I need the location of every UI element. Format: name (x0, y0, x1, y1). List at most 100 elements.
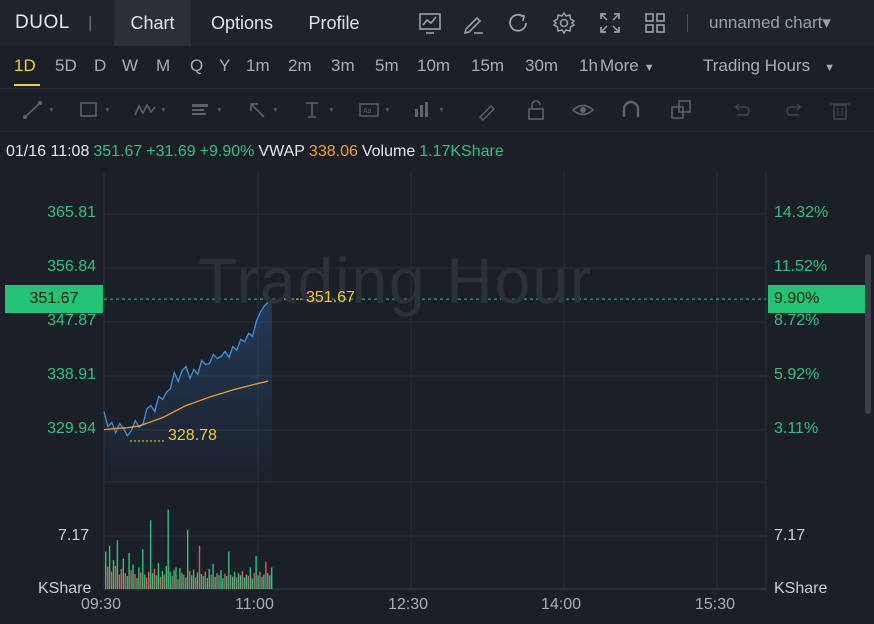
period-1d[interactable]: 1D (14, 56, 36, 75)
measure-icon[interactable] (300, 97, 326, 123)
period-15m[interactable]: 15m (471, 56, 505, 75)
eye-icon[interactable] (570, 97, 596, 123)
x-tick: 12:30 (388, 596, 429, 613)
volume-bar (114, 565, 117, 589)
y-tick-left: 329.94 (47, 420, 96, 437)
y-tick-left: 356.84 (47, 258, 96, 275)
volume-bar (241, 571, 244, 589)
lock-icon[interactable] (523, 97, 549, 123)
volume-bar (122, 558, 124, 589)
more-label: More (600, 56, 639, 75)
volume-bar (251, 578, 253, 589)
volume-bar (226, 576, 228, 589)
y-tick-left: 347.87 (47, 312, 96, 329)
x-tick: 15:30 (695, 596, 736, 613)
volume-bar (151, 573, 154, 589)
price-line (103, 298, 273, 437)
volume-bar (232, 576, 234, 589)
redo-icon[interactable] (782, 97, 808, 123)
volume-bar (134, 573, 136, 589)
volume-bar (146, 577, 148, 589)
active-period-indicator (14, 84, 40, 86)
volume-bar (161, 571, 164, 589)
period-m[interactable]: M (156, 56, 171, 75)
volume-bar (267, 573, 269, 589)
period-5m[interactable]: 5m (375, 56, 399, 75)
volume-bar (210, 574, 212, 589)
volume-bar (269, 575, 271, 589)
undo-icon[interactable] (728, 97, 754, 123)
volume-bar (257, 575, 259, 589)
period-30m[interactable]: 30m (525, 56, 559, 75)
caret-down-icon: ▼ (216, 107, 223, 114)
settings-gear-icon[interactable] (551, 10, 577, 36)
volume-bar (202, 576, 205, 589)
period-3m[interactable]: 3m (331, 56, 355, 75)
period-q[interactable]: Q (190, 56, 204, 75)
volume-bar (261, 576, 263, 589)
volume-bar (263, 574, 265, 589)
period-2m[interactable]: 2m (288, 56, 312, 75)
period-w[interactable]: W (122, 56, 139, 75)
tab-options[interactable]: Options (210, 13, 274, 33)
period-1m[interactable]: 1m (246, 56, 270, 75)
volume-unit-left: KShare (38, 580, 92, 597)
y-tick-right: 5.92% (774, 366, 820, 383)
vertical-scrollbar[interactable] (865, 254, 871, 414)
magnet-icon[interactable] (618, 97, 644, 123)
trash-icon[interactable] (827, 97, 853, 123)
brush-icon[interactable] (474, 97, 500, 123)
volume-bar (140, 572, 142, 589)
volume-bar (183, 574, 185, 589)
rectangle-icon[interactable] (76, 97, 102, 123)
volume-bar (157, 563, 160, 589)
layout-grid-icon[interactable] (642, 10, 668, 36)
volume-bar (235, 577, 238, 589)
svg-text:Aa: Aa (363, 108, 372, 115)
layers-icon[interactable] (668, 97, 694, 123)
trend-line-icon[interactable] (20, 97, 46, 123)
fullscreen-icon[interactable] (597, 10, 623, 36)
volume-bar (159, 576, 162, 589)
refresh-icon[interactable] (505, 10, 531, 36)
caret-down-icon: ▼ (384, 107, 391, 114)
tab-chart[interactable]: Chart (114, 0, 191, 46)
annotation-icon[interactable]: Aa (356, 97, 382, 123)
volume-bar (167, 509, 169, 589)
draw-edit-icon[interactable] (461, 10, 487, 36)
y-tick-right: 11.52% (774, 258, 828, 275)
caret-down-icon: ▼ (272, 107, 279, 114)
period-1h[interactable]: 1h (579, 56, 598, 75)
volume-bar (237, 573, 240, 589)
trading-hours-dropdown[interactable]: Trading Hours ▼ (703, 56, 835, 76)
more-periods-dropdown[interactable]: More ▼ (600, 56, 655, 76)
pattern-icon[interactable] (132, 97, 158, 123)
chart-compare-icon[interactable] (417, 10, 443, 36)
drawing-tools-bar (0, 89, 874, 132)
y-tick-left: 338.91 (47, 366, 96, 383)
bar-indicator-icon[interactable] (410, 97, 436, 123)
chart-name-dropdown[interactable]: unnamed chart▾ (709, 13, 831, 32)
period-y[interactable]: Y (219, 56, 231, 75)
x-tick: 14:00 (541, 596, 582, 613)
volume-bar (124, 573, 126, 589)
low-annotation: 328.78 (168, 427, 217, 444)
period-d[interactable]: D (94, 56, 107, 75)
text-note-icon[interactable] (188, 97, 214, 123)
volume-bar (118, 574, 121, 589)
vwap-value: 338.06 (308, 143, 358, 160)
volume-bar (208, 568, 210, 589)
period-10m[interactable]: 10m (417, 56, 451, 75)
volume-bar (165, 565, 167, 589)
volume-bar (192, 569, 195, 589)
volume-bar (212, 563, 214, 590)
toolbar-divider (687, 14, 688, 32)
tab-profile[interactable]: Profile (308, 13, 360, 33)
period-5d[interactable]: 5D (55, 56, 77, 75)
volume-bar (200, 573, 203, 589)
arrow-icon[interactable] (244, 97, 270, 123)
volume-bar (128, 552, 130, 589)
volume-bar (185, 577, 187, 589)
volume-bar (255, 555, 257, 589)
